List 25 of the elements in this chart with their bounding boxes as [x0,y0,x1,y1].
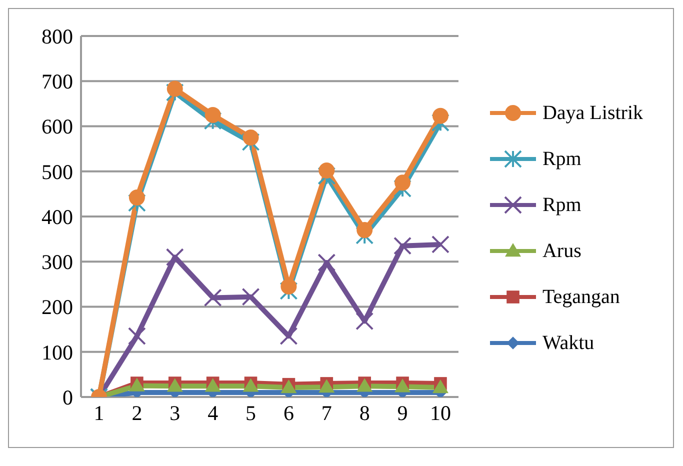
x-tick-label: 10 [430,400,451,425]
legend-label: Waktu [542,332,594,354]
x-tick-label: 8 [359,400,370,425]
y-tick-label: 0 [62,385,73,410]
y-tick-label: 400 [42,204,73,229]
y-tick-label: 200 [42,295,73,320]
x-tick-label: 6 [283,400,294,425]
legend-label: Rpm [542,148,582,170]
y-tick-label: 100 [42,340,73,364]
y-tick-label: 700 [42,70,73,94]
x-tick-label: 7 [321,400,332,425]
legend-label: Daya Listrik [542,102,643,124]
y-tick-label: 300 [42,250,73,274]
x-tick-label: 5 [246,400,256,425]
y-tick-label: 800 [42,24,73,48]
y-tick-label: 500 [42,160,73,184]
legend-label: Rpm [542,194,582,216]
x-tick-label: 9 [397,400,408,425]
y-tick-label: 600 [42,114,73,139]
x-tick-label: 4 [208,400,219,425]
legend-label: Tegangan [542,286,620,308]
legend-label: Arus [542,240,582,262]
x-tick-label: 1 [94,400,104,425]
x-tick-label: 2 [132,400,142,425]
x-tick-label: 3 [170,400,180,425]
